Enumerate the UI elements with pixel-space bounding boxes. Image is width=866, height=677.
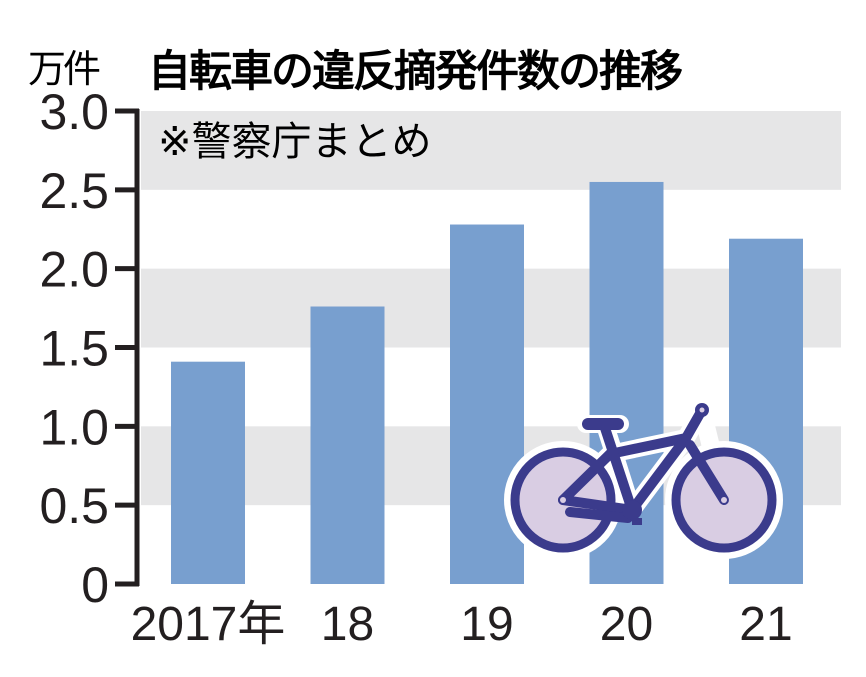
y-tick-label: 0 [81, 557, 109, 613]
bar-2017年 [171, 361, 245, 584]
x-tick-label: 18 [321, 598, 374, 651]
y-tick-label: 2.0 [39, 242, 109, 298]
y-tick-label: 0.5 [39, 478, 109, 534]
y-tick-label: 2.5 [39, 163, 109, 219]
unit-label: 万件 [28, 47, 100, 91]
y-tick-label: 3.0 [39, 84, 109, 140]
y-tick-label: 1.0 [39, 399, 109, 455]
bar-18 [310, 306, 385, 584]
x-tick-label: 20 [600, 598, 653, 651]
x-tick-label: 2017年 [131, 598, 286, 651]
chart-title: 自転車の違反摘発件数の推移 [148, 47, 683, 97]
y-tick-label: 1.5 [39, 321, 109, 377]
source-note: ※警察庁まとめ [158, 119, 432, 165]
y-ticks: 0 0.5 1.0 1.5 2.0 2.5 3.0 [39, 84, 139, 613]
grid-band [141, 111, 841, 190]
x-tick-label: 21 [739, 598, 792, 651]
bicycle-icon [504, 401, 783, 559]
x-ticks: 2017年 18 19 20 21 [131, 598, 793, 651]
x-tick-label: 19 [460, 598, 513, 651]
